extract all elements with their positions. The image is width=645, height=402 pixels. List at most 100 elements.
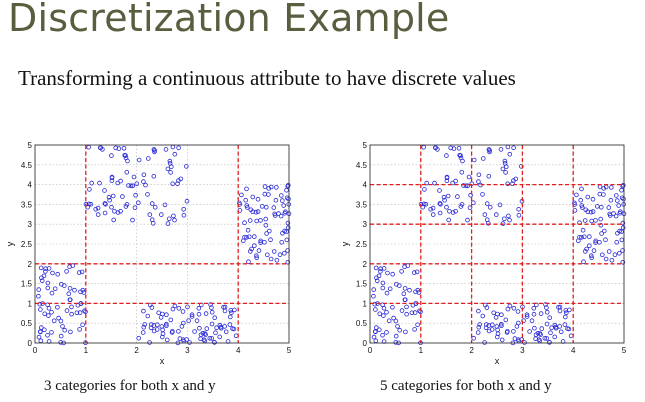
data-point [255, 196, 261, 202]
data-point [283, 209, 288, 215]
data-point [95, 212, 101, 217]
y-tick-label: 1.5 [356, 280, 368, 289]
data-point [386, 318, 392, 324]
data-point [209, 321, 215, 327]
data-point [579, 186, 584, 192]
data-point [39, 275, 44, 281]
data-point [498, 321, 504, 327]
data-point [593, 238, 598, 244]
y-tick-label: 3.5 [21, 200, 33, 209]
data-point [457, 153, 463, 158]
data-point [486, 174, 492, 179]
data-point [147, 212, 153, 217]
data-point [60, 324, 65, 329]
data-point [143, 182, 148, 188]
data-point [412, 327, 417, 332]
data-point [278, 193, 284, 198]
data-point [49, 330, 54, 335]
y-axis-label: y [5, 241, 15, 246]
data-point [511, 329, 516, 334]
data-point [504, 330, 510, 335]
data-point [131, 174, 137, 180]
data-point [268, 256, 274, 262]
data-point [539, 326, 545, 331]
data-point [558, 329, 564, 335]
data-point [204, 326, 210, 331]
data-point [499, 337, 505, 343]
data-point [109, 175, 115, 181]
scatter-chart-3-categories: 0 1 2 3 4 5 0 0.5 1 1.5 2 2.5 3 3.5 4 4.5 5 x y [5, 141, 292, 366]
data-point [198, 336, 203, 342]
data-point [189, 314, 195, 319]
data-point [506, 213, 511, 219]
data-point [50, 270, 55, 276]
data-point [618, 209, 623, 215]
data-point [487, 149, 492, 155]
data-point [133, 192, 138, 198]
data-point [435, 147, 440, 152]
data-point [141, 324, 147, 330]
data-point [122, 153, 127, 158]
data-point [258, 238, 264, 244]
data-point [107, 197, 112, 203]
slide-title: Discretization Example [8, 0, 450, 40]
data-point [585, 194, 591, 200]
data-point [228, 308, 234, 313]
x-tick-label: 4 [236, 346, 241, 355]
data-point [36, 293, 41, 299]
data-point [589, 255, 594, 261]
data-point [608, 197, 614, 203]
scatter-chart-5-categories: 0 1 2 3 4 5 0 0.5 1 1.5 2 2.5 3 3.5 4 4.5 5 x y [340, 141, 627, 366]
data-point [412, 310, 418, 315]
chart-caption-left: 3 categories for both x and y [44, 378, 216, 394]
data-point [80, 287, 86, 293]
x-axis-label: x [160, 356, 165, 366]
axes-frame [34, 144, 290, 344]
data-point [200, 330, 206, 336]
data-point [565, 326, 570, 331]
data-point [544, 336, 549, 341]
data-point [262, 184, 268, 189]
data-point [399, 269, 404, 274]
x-tick-label: 1 [419, 346, 424, 355]
data-point [181, 207, 187, 212]
data-point [378, 269, 383, 274]
data-point [603, 256, 609, 262]
data-point [599, 231, 604, 236]
data-point [391, 315, 396, 321]
y-tick-label: 4.5 [21, 161, 33, 170]
data-point [461, 183, 466, 188]
data-point [599, 252, 605, 258]
data-point [128, 183, 134, 189]
data-point [480, 192, 485, 197]
data-point [109, 204, 114, 210]
data-point [111, 217, 116, 223]
data-point [476, 172, 482, 178]
data-point [582, 249, 588, 254]
data-point [503, 317, 509, 323]
data-point [373, 307, 378, 312]
data-point [511, 178, 516, 183]
data-point [222, 304, 228, 310]
data-point [212, 315, 218, 321]
data-point [76, 270, 82, 275]
data-point [538, 311, 544, 316]
data-point [45, 285, 51, 291]
data-point [387, 286, 393, 292]
data-point [64, 269, 69, 274]
data-point [148, 325, 154, 331]
data-point [524, 314, 530, 319]
y-tick-label: 2.5 [21, 240, 33, 249]
data-point [170, 181, 176, 187]
data-point [390, 271, 396, 277]
data-point [480, 156, 486, 161]
data-point [45, 302, 50, 308]
data-point [136, 157, 142, 163]
data-point [531, 305, 537, 311]
data-point [46, 313, 51, 318]
data-point [56, 315, 61, 321]
data-point [374, 278, 380, 284]
data-point [181, 213, 187, 218]
data-point [156, 310, 162, 316]
x-tick-label: 2 [469, 346, 474, 355]
